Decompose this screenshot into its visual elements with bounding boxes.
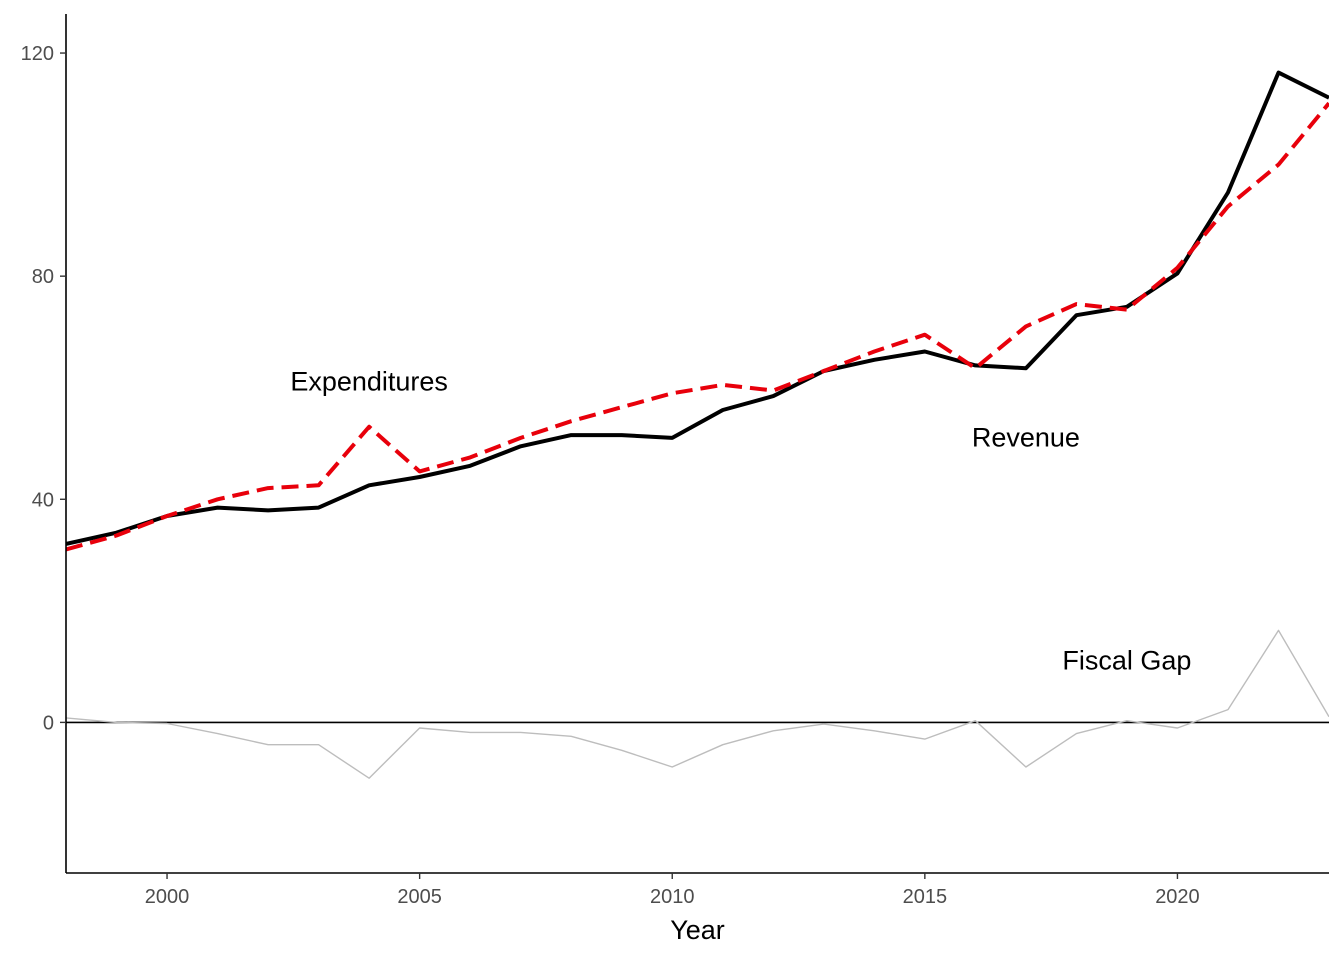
x-axis-title: Year bbox=[670, 915, 725, 945]
annotation-label: Expenditures bbox=[290, 367, 448, 397]
y-tick-label: 0 bbox=[43, 712, 54, 734]
plot-lines bbox=[66, 70, 1329, 779]
series-line-fiscal-gap bbox=[66, 629, 1329, 779]
x-tick-label: 2020 bbox=[1155, 886, 1200, 908]
x-tick-label: 2005 bbox=[397, 886, 442, 908]
annotation-label: Fiscal Gap bbox=[1062, 645, 1191, 675]
axes: 0 40 80 120 2000 2005 2010 2015 2020 bbox=[21, 14, 1329, 908]
y-tick-label: 40 bbox=[32, 489, 54, 511]
annotation-label: Revenue bbox=[972, 422, 1080, 452]
y-tick-label: 120 bbox=[21, 43, 54, 65]
y-tick-label: 80 bbox=[32, 266, 54, 288]
x-tick-label: 2015 bbox=[903, 886, 948, 908]
series-line-revenue bbox=[66, 70, 1329, 546]
annotations: Expenditures Revenue Fiscal Gap bbox=[290, 367, 1191, 676]
x-tick-label: 2000 bbox=[145, 886, 190, 908]
series-line-expenditures bbox=[66, 101, 1329, 552]
x-tick-label: 2010 bbox=[650, 886, 695, 908]
